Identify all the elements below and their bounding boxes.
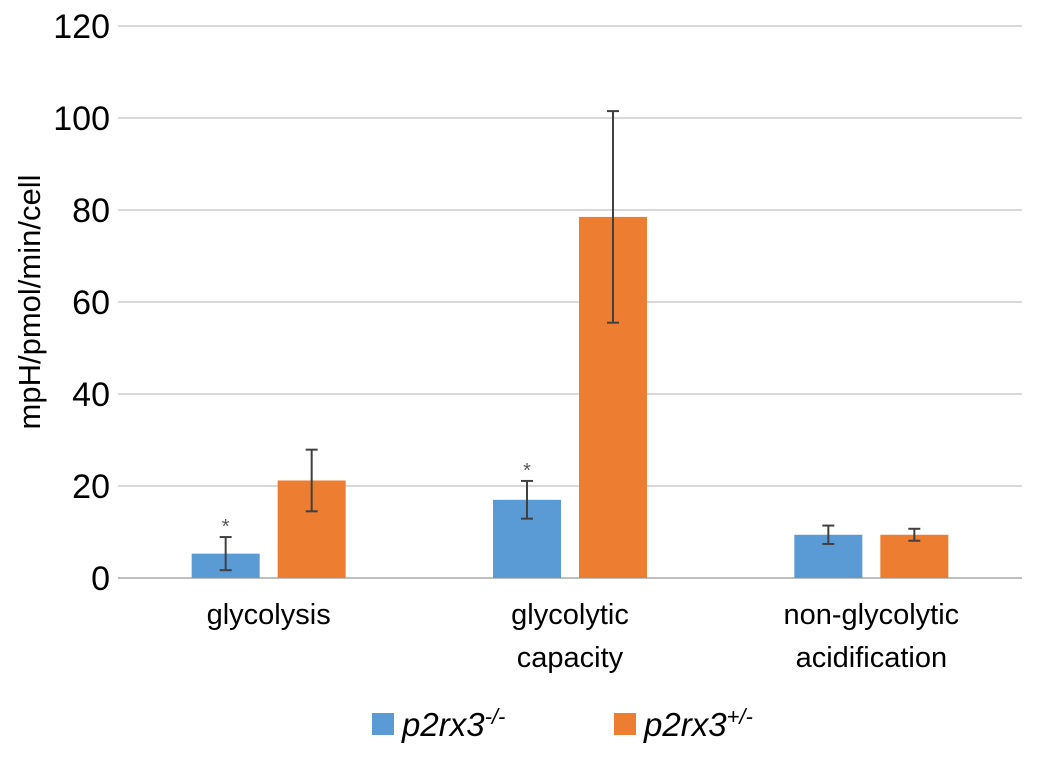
category-label: glycolytic (511, 599, 629, 631)
legend-label-superscript: -/- (485, 704, 506, 729)
category-label: acidification (796, 642, 948, 674)
legend-label-superscript: +/- (727, 704, 753, 729)
significance-marker: * (222, 516, 230, 538)
legend-label: p2rx3+/- (643, 704, 753, 743)
bar (880, 534, 949, 578)
y-axis-label: mpH/pmol/min/cell (12, 175, 47, 430)
y-tick-label: 20 (72, 468, 110, 506)
legend-label-base: p2rx3 (401, 706, 485, 743)
y-tick-label: 40 (72, 376, 110, 414)
significance-marker: * (523, 460, 531, 482)
legend-swatch (372, 713, 394, 735)
y-tick-label: 120 (53, 8, 110, 46)
y-tick-label: 60 (72, 284, 110, 322)
category-label: capacity (517, 642, 624, 674)
y-tick-label: 100 (53, 100, 110, 138)
category-label: glycolysis (207, 599, 331, 631)
legend-label-base: p2rx3 (643, 706, 727, 743)
legend-label: p2rx3-/- (401, 704, 505, 743)
y-tick-label: 0 (91, 560, 110, 598)
legend-swatch (614, 713, 636, 735)
category-label: non-glycolytic (783, 599, 959, 631)
y-tick-label: 80 (72, 192, 110, 230)
